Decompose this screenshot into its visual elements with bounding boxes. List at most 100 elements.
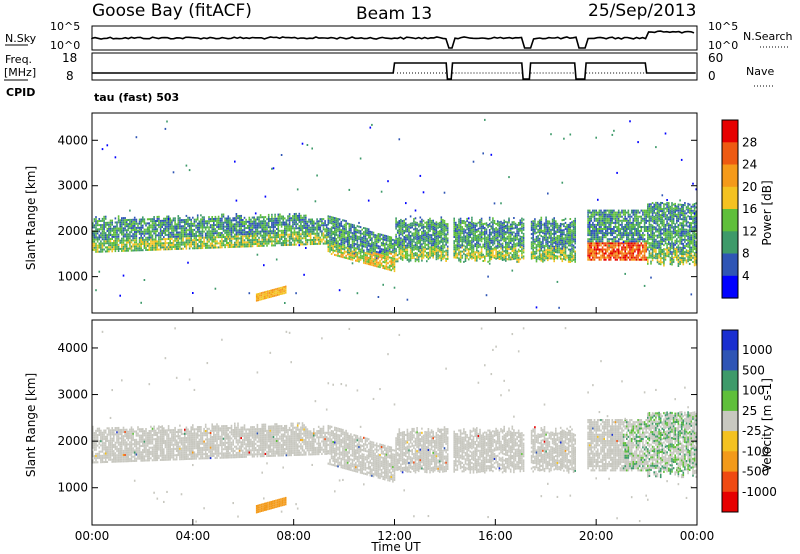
power-cell [166,229,168,232]
power-cell [293,243,296,246]
power-cell [592,209,594,212]
power-cell [213,218,215,220]
power-cell [154,220,157,222]
power-cell [188,216,191,219]
power-cell [221,236,223,239]
power-cell [188,231,191,234]
power-cell [285,221,288,224]
power-cell [593,230,596,232]
power-cell [182,233,184,236]
power-cell [401,254,404,257]
power-cell [477,252,480,255]
power-cell [242,237,244,240]
power-cell [377,247,380,250]
power-cell [437,249,439,252]
power-cell [626,228,628,230]
power-cell [229,225,231,228]
power-cell [230,246,233,248]
power-cell [305,231,307,233]
power-cell [193,224,196,227]
power-cell [571,258,573,260]
power-cell [511,243,514,246]
power-cell [498,225,501,228]
power-cell [587,240,589,243]
power-cell [534,252,536,255]
power-cell [564,225,567,228]
power-cell [100,240,102,243]
power-cell [337,218,339,220]
power-cell [477,244,480,247]
power-cell [279,221,281,224]
power-cell [114,227,117,230]
power-cell [434,232,436,235]
power-cell [279,238,281,241]
power-cell [474,245,476,248]
power-cell [108,225,110,228]
power-cell [359,157,362,160]
power-cell [513,253,515,256]
power-cell [361,255,363,258]
power-cell [419,234,422,237]
power-cell [132,227,134,229]
power-cell [509,256,512,259]
power-cell [480,234,483,236]
power-cell [188,225,191,227]
power-cell [209,226,212,229]
power-cell [482,237,484,240]
power-cell [351,238,354,241]
power-cell [421,235,423,238]
power-cell [159,234,162,237]
power-cell [288,233,291,236]
power-cell [538,250,541,253]
power-cell [603,209,605,212]
power-cell [574,221,576,224]
power-cell [366,227,368,230]
power-cell [108,250,110,253]
power-cell [413,220,415,223]
power-cell [380,258,383,261]
power-cell [306,241,309,244]
power-cell [469,231,472,234]
power-cell [545,249,547,252]
power-cell [590,232,593,235]
power-cell [206,226,209,229]
power-cell [335,219,338,222]
power-cell [111,227,113,230]
power-cell [382,234,384,237]
power-cell [124,217,126,220]
power-cell [211,232,213,235]
power-cell [235,245,238,248]
power-cell [153,244,155,247]
power-cell [298,241,301,244]
power-cell [361,238,363,241]
power-cell [629,258,631,261]
power-cell [225,237,228,240]
power-cell [106,227,109,230]
power-cell [601,234,604,237]
power-cell [216,224,218,226]
power-cell [259,226,262,229]
power-cell [421,249,423,252]
power-cell [474,234,476,237]
power-cell [348,255,351,258]
power-cell [138,241,141,244]
power-cell [406,256,409,259]
power-cell [198,230,201,233]
power-cell [108,236,110,239]
power-cell [479,255,481,258]
power-cell [424,225,426,228]
power-cell [480,229,483,232]
power-cell [542,223,544,226]
power-cell [443,228,446,231]
power-cell [121,229,123,232]
power-cell [317,242,320,245]
power-cell [479,227,481,230]
power-cell [392,245,394,248]
power-cell [374,242,376,245]
power-cell [196,228,199,231]
power-cell [509,227,512,230]
power-cell [101,232,104,235]
power-cell [150,246,152,249]
power-cell [93,236,96,239]
power-cell [598,256,601,259]
